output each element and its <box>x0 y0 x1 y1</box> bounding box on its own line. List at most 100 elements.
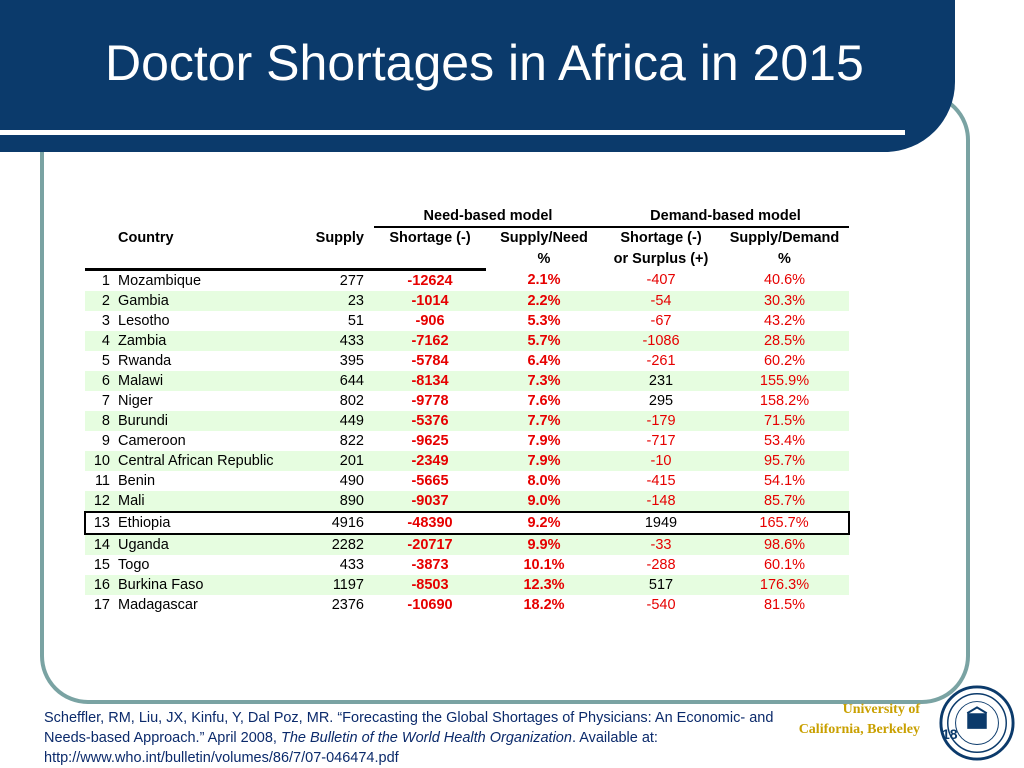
country-cell: Zambia <box>114 331 298 351</box>
demand-shortage-cell: 1949 <box>602 511 720 535</box>
country-cell: Niger <box>118 393 153 409</box>
demand-shortage-cell: -67 <box>650 313 672 329</box>
need-pct-cell: 5.7% <box>486 331 602 351</box>
country-cell: Mali <box>114 491 298 512</box>
row-number: 13 <box>84 511 114 535</box>
row-number: 5 <box>101 353 110 369</box>
need-shortage-cell: -5665 <box>411 473 449 489</box>
need-shortage-cell: -2349 <box>374 451 486 471</box>
country-cell: Malawi <box>114 371 298 391</box>
citation-text-1: Scheffler, RM, Liu, JX, Kinfu, Y, Dal Po… <box>44 710 774 746</box>
need-pct-cell: 7.3% <box>486 371 602 391</box>
table-row: 16 Burkina Faso 1197 -8503 12.3% 517 176.3% <box>85 575 849 595</box>
need-pct-cell: 2.2% <box>486 291 602 311</box>
supply-cell: 2282 <box>298 534 374 555</box>
demand-pct-cell: 165.7% <box>720 511 850 535</box>
supply-cell: 277 <box>339 273 364 289</box>
need-pct-cell: 7.7% <box>486 411 602 431</box>
demand-pct-cell: 54.1% <box>763 473 806 489</box>
need-shortage-cell: -7162 <box>374 331 486 351</box>
row-number: 3 <box>101 313 110 329</box>
country-cell: Togo <box>118 557 150 573</box>
demand-pct-cell: 28.5% <box>720 331 849 351</box>
row-number: 14 <box>85 534 114 555</box>
need-pct-cell: 6.4% <box>527 353 561 369</box>
row-number: 7 <box>101 393 110 409</box>
need-shortage-cell: -8503 <box>374 575 486 595</box>
row-number: 16 <box>85 575 114 595</box>
country-cell: Burkina Faso <box>114 575 298 595</box>
demand-shortage-cell: -717 <box>646 433 676 449</box>
university-line-2: California, Berkeley <box>798 722 920 737</box>
country-cell: Central African Republic <box>114 451 298 471</box>
row-number: 12 <box>85 491 114 512</box>
country-cell: Benin <box>118 473 156 489</box>
need-based-header: Need-based model <box>374 206 602 228</box>
table-row: 5 Rwanda 395 -5784 6.4% -261 60.2% <box>85 351 849 371</box>
need-pct-cell: 9.2% <box>486 511 602 535</box>
supply-cell: 890 <box>298 491 374 512</box>
row-number: 2 <box>85 291 114 311</box>
need-pct-cell: 12.3% <box>486 575 602 595</box>
table-body: 1 Mozambique 277 -12624 2.1% -407 40.6% 2 Gambia… <box>84 270 850 616</box>
demand-pct-cell: 81.5% <box>763 597 806 613</box>
row-number: 9 <box>101 433 110 449</box>
need-pct-cell: 7.9% <box>486 451 602 471</box>
need-pct-cell: 7.9% <box>527 433 561 449</box>
demand-shortage-cell: 295 <box>648 393 674 409</box>
supply-cell: 644 <box>298 371 374 391</box>
table-row: 4 Zambia 433 -7162 5.7% -1086 28.5% <box>85 331 849 351</box>
demand-pct-cell: 95.7% <box>720 451 849 471</box>
need-shortage-cell: -3873 <box>411 557 449 573</box>
doctor-shortage-table: Need-based model Demand-based model Coun… <box>84 206 850 615</box>
supply-cell: 449 <box>298 411 374 431</box>
supply-cell: 395 <box>339 353 364 369</box>
demand-shortage-cell: 231 <box>602 371 720 391</box>
need-shortage-cell: -10690 <box>407 597 453 613</box>
demand-shortage-header-2: or Surplus (+) <box>613 250 709 267</box>
university-line-1: University of <box>842 702 920 717</box>
demand-pct-cell: 176.3% <box>720 575 849 595</box>
supply-cell: 822 <box>339 433 364 449</box>
need-pct-cell: 10.1% <box>523 557 565 573</box>
supply-cell: 433 <box>339 557 364 573</box>
demand-pct-cell: 30.3% <box>720 291 849 311</box>
need-shortage-cell: -9037 <box>374 491 486 512</box>
demand-pct-cell: 60.2% <box>763 353 806 369</box>
demand-shortage-cell: -148 <box>602 491 720 512</box>
slide-number: 18 <box>942 726 958 742</box>
demand-pct-cell: 53.4% <box>763 433 806 449</box>
need-pct-cell: 8.0% <box>527 473 561 489</box>
supply-cell: 201 <box>298 451 374 471</box>
need-shortage-cell: -9625 <box>411 433 449 449</box>
need-pct-cell: 9.9% <box>486 534 602 555</box>
row-number: 11 <box>94 473 110 489</box>
title-banner: Doctor Shortages in Africa in 2015 <box>0 0 955 152</box>
supply-cell: 433 <box>298 331 374 351</box>
need-shortage-header: Shortage (-) <box>389 230 471 246</box>
table-row: 7 Niger 802 -9778 7.6% 295 158.2% <box>85 391 849 411</box>
need-shortage-cell: -5376 <box>374 411 486 431</box>
demand-shortage-cell: -10 <box>602 451 720 471</box>
need-pct-cell: 5.3% <box>527 313 561 329</box>
table-row: 9 Cameroon 822 -9625 7.9% -717 53.4% <box>85 431 849 451</box>
row-number: 1 <box>101 273 110 289</box>
supply-header: Supply <box>315 229 364 246</box>
demand-shortage-cell: -1086 <box>602 331 720 351</box>
country-cell: Burundi <box>114 411 298 431</box>
need-shortage-cell: -8134 <box>374 371 486 391</box>
table-row: 13 Ethiopia 4916 -48390 9.2% 1949 165.7% <box>84 511 850 535</box>
table-row: 12 Mali 890 -9037 9.0% -148 85.7% <box>85 491 849 512</box>
country-cell: Rwanda <box>118 353 172 369</box>
country-cell: Mozambique <box>118 273 202 289</box>
demand-shortage-cell: -54 <box>602 291 720 311</box>
demand-pct-header-2: % <box>778 250 791 267</box>
table-row: 17 Madagascar 2376 -10690 18.2% -540 81.5% <box>85 595 849 615</box>
demand-pct-cell: 60.1% <box>763 557 806 573</box>
demand-pct-cell: 158.2% <box>759 393 810 409</box>
demand-shortage-cell: -33 <box>602 534 720 555</box>
supply-cell: 51 <box>347 313 364 329</box>
need-pct-header-2: % <box>537 250 551 267</box>
demand-shortage-cell: -415 <box>646 473 676 489</box>
row-number: 8 <box>85 411 114 431</box>
